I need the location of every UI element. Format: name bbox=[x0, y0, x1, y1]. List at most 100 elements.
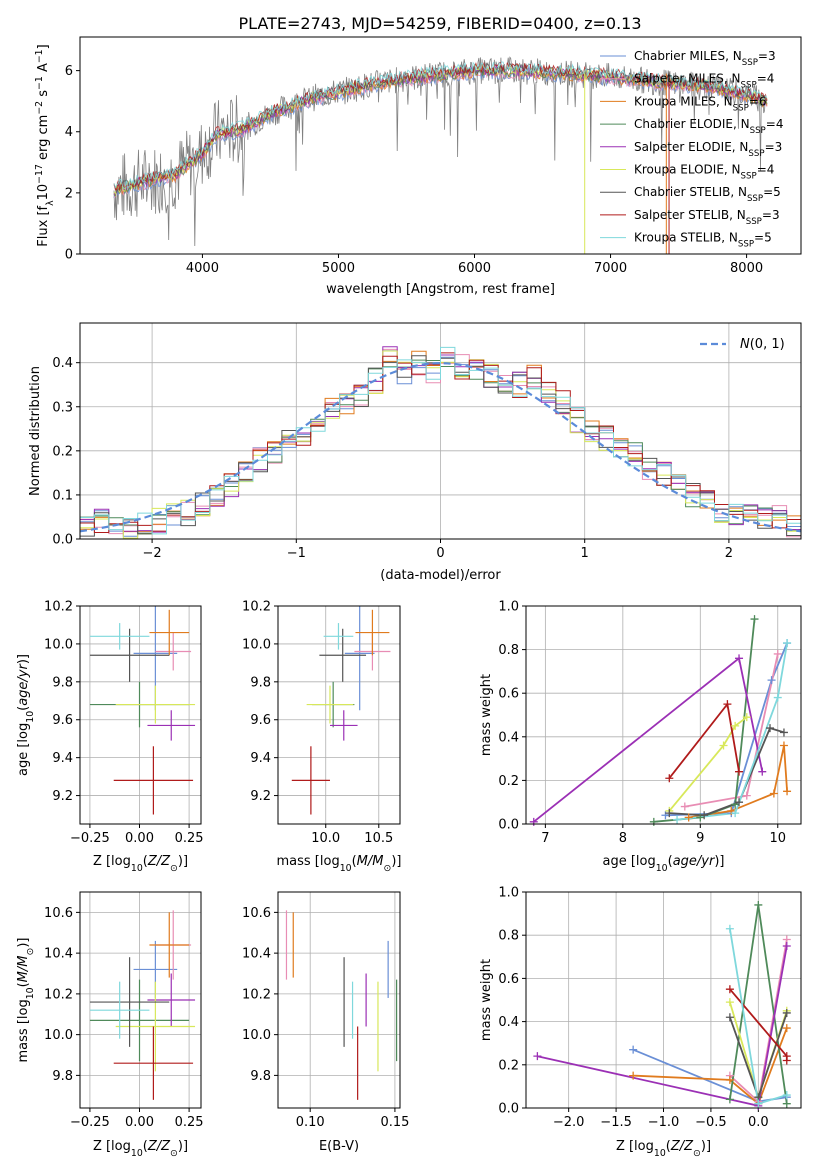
x-tick-label: 1 bbox=[581, 546, 589, 561]
x-tick-label: −1.0 bbox=[648, 1115, 680, 1130]
label-part: Z [log bbox=[616, 1139, 654, 1154]
y-tick-label: 0.8 bbox=[498, 643, 519, 658]
chart-mass_vs_Z: −0.25 0.00 0.259.810.010.210.410.6Z [log10… bbox=[16, 891, 204, 1159]
label-part: ⊙ bbox=[170, 1148, 178, 1159]
x-tick-label: −0.5 bbox=[695, 1115, 727, 1130]
y-tick-label: 9.6 bbox=[250, 713, 271, 728]
y-axis-label: Normed distribution bbox=[28, 366, 43, 496]
label-part: Kroupa MILES, N bbox=[634, 94, 733, 108]
y-tick-label: 9.8 bbox=[52, 1069, 73, 1084]
weight-marker bbox=[533, 1052, 542, 1061]
weight-marker bbox=[779, 728, 788, 737]
weight-marker bbox=[735, 798, 744, 807]
label-part: )] bbox=[391, 854, 401, 869]
weight-marker bbox=[731, 809, 740, 818]
y-axis-label: mass [log10(M/M⊙)] bbox=[16, 938, 36, 1063]
y-tick-label: 10.0 bbox=[242, 637, 271, 652]
label-part: −1 bbox=[34, 76, 45, 90]
legend-label: Salpeter MILES, NSSP=4 bbox=[634, 72, 774, 91]
plot-area bbox=[89, 606, 196, 815]
axes-frame bbox=[277, 605, 401, 825]
legend: Chabrier MILES, NSSP=3 Salpeter MILES, NS… bbox=[600, 49, 783, 250]
x-axis-label: mass [log10(M/M⊙)] bbox=[277, 854, 402, 874]
weight-marker bbox=[742, 791, 751, 800]
label-part: SSP bbox=[741, 172, 757, 182]
x-tick-label: 0.15 bbox=[380, 1115, 409, 1130]
label-part: mass [log bbox=[16, 999, 31, 1062]
y-tick-label: 10.4 bbox=[44, 947, 73, 962]
x-tick-label: 7 bbox=[541, 831, 549, 846]
label-part: 10 bbox=[36, 184, 51, 201]
chart-age_vs_Z: −0.25 0.00 0.259.29.49.69.810.010.2Z [log1… bbox=[16, 600, 204, 874]
label-part: age [log bbox=[602, 854, 655, 869]
weight-marker bbox=[684, 813, 693, 822]
y-tick-label: 0.4 bbox=[498, 730, 519, 745]
y-tick-label: 0.2 bbox=[498, 774, 519, 789]
chart-residuals: −2 −1 0 1 2 0.0 0.1 0.2 0.3 0.4 (data-model)/error… bbox=[28, 322, 802, 583]
label-part: SSP bbox=[733, 103, 749, 113]
weight-marker bbox=[742, 713, 751, 722]
label-part: =3 bbox=[758, 49, 776, 63]
label-part: ( bbox=[352, 854, 357, 869]
label-part: Kroupa ELODIE, N bbox=[634, 163, 741, 177]
x-axis-label: E(B-V) bbox=[319, 1139, 359, 1154]
axes-frame bbox=[79, 891, 202, 1109]
x-tick-label: 0.00 bbox=[125, 831, 154, 846]
weight-marker bbox=[782, 1024, 791, 1033]
label-part: 10 bbox=[25, 987, 36, 999]
x-tick-label: 0.00 bbox=[125, 1115, 154, 1130]
weight-marker bbox=[782, 1099, 791, 1108]
x-axis-label: Z [log10(Z/Z⊙)] bbox=[93, 854, 188, 874]
label-part: 10 bbox=[340, 863, 352, 874]
weight-marker bbox=[773, 649, 782, 658]
x-tick-label: 8000 bbox=[730, 261, 763, 276]
plot-area bbox=[80, 346, 801, 539]
histogram-step bbox=[80, 346, 801, 539]
label-part: age/yr bbox=[16, 662, 31, 705]
label-part: )] bbox=[701, 1139, 711, 1154]
y-tick-label: 0.2 bbox=[498, 1058, 519, 1073]
label-part: −1 bbox=[34, 49, 45, 63]
label-part: −17 bbox=[34, 164, 45, 184]
plot-area bbox=[285, 910, 398, 1100]
y-tick-label: 1.0 bbox=[498, 600, 519, 615]
x-axis-label: (data-model)/error bbox=[380, 568, 501, 583]
x-tick-label: 10 bbox=[769, 831, 786, 846]
x-tick-label: 0.10 bbox=[296, 1115, 325, 1130]
x-axis-label: Z [log10(Z/Z⊙)] bbox=[616, 1139, 711, 1159]
spectrum-data-line bbox=[113, 56, 768, 247]
x-tick-label: 2 bbox=[725, 546, 733, 561]
weight-marker bbox=[680, 802, 689, 811]
weight-marker bbox=[782, 1008, 791, 1017]
y-tick-label: 0.1 bbox=[52, 488, 73, 503]
label-part: =3 bbox=[765, 140, 783, 154]
y-tick-label: 9.8 bbox=[250, 1069, 271, 1084]
y-tick-label: 9.8 bbox=[52, 675, 73, 690]
y-tick-label: 10.2 bbox=[242, 600, 271, 615]
x-tick-label: −0.25 bbox=[70, 831, 110, 846]
label-part: Chabrier ELODIE, N bbox=[634, 117, 750, 131]
x-tick-label: 0.25 bbox=[175, 1115, 204, 1130]
weight-marker bbox=[754, 1099, 763, 1108]
x-tick-label: 0.25 bbox=[175, 831, 204, 846]
axes-frame bbox=[277, 891, 401, 1109]
label-part: Kroupa STELIB, N bbox=[634, 231, 738, 245]
label-part: age [log bbox=[16, 723, 31, 776]
label-part: (0, 1) bbox=[750, 337, 785, 352]
label-part: M/M bbox=[16, 956, 31, 983]
label-part: Salpeter STELIB, N bbox=[634, 208, 746, 222]
y-tick-label: 0 bbox=[65, 248, 73, 263]
label-part: )] bbox=[16, 938, 31, 948]
y-tick-label: 9.4 bbox=[52, 751, 73, 766]
weight-marker bbox=[766, 724, 775, 733]
legend-label: Chabrier MILES, NSSP=3 bbox=[634, 49, 776, 68]
x-axis-label: Z [log10(Z/Z⊙)] bbox=[93, 1139, 188, 1159]
weight-marker bbox=[783, 639, 792, 648]
label-part: Salpeter ELODIE, N bbox=[634, 140, 748, 154]
legend-label: Kroupa ELODIE, NSSP=4 bbox=[634, 163, 774, 182]
label-part: Z [log bbox=[93, 854, 131, 869]
y-tick-label: 10.2 bbox=[242, 987, 271, 1002]
x-axis-label: age [log10(age/yr)] bbox=[602, 854, 724, 874]
label-part: ( bbox=[143, 854, 148, 869]
